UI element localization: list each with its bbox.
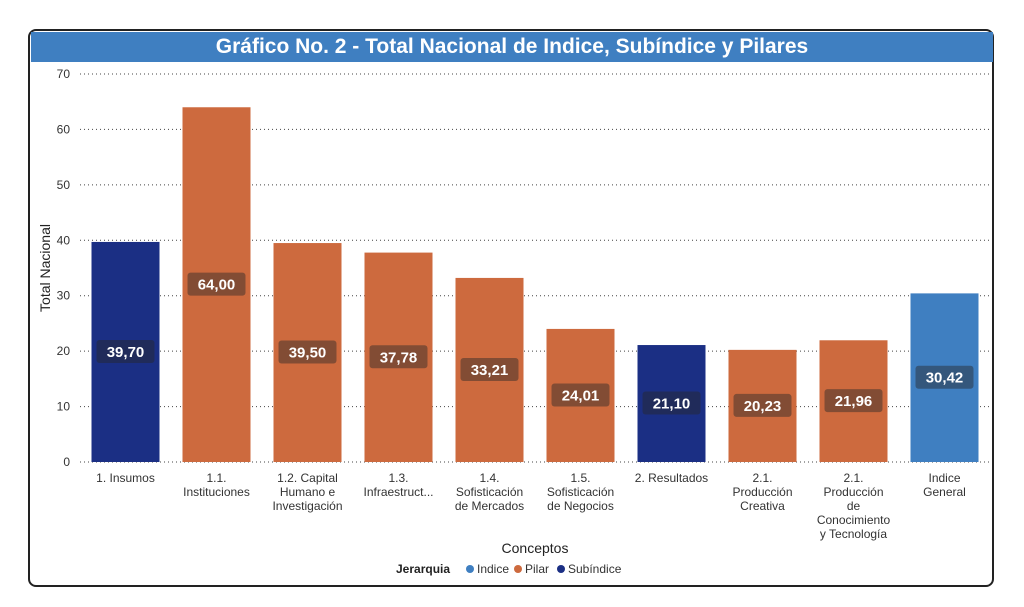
data-label-badge [733, 393, 792, 417]
x-tick-label: General [923, 485, 966, 499]
x-tick-label: 1.5. [570, 471, 590, 485]
data-label: 21,96 [835, 393, 873, 410]
y-tick-label: 20 [57, 344, 71, 358]
legend-entry: Pilar [525, 562, 549, 576]
data-label: 24,01 [562, 387, 600, 404]
data-label-badge [642, 391, 701, 415]
bar [364, 252, 433, 462]
x-axis-title: Conceptos [502, 540, 569, 556]
x-tick-label: Producción [732, 485, 792, 499]
legend-marker [557, 565, 565, 573]
x-tick-label: 1. Insumos [96, 471, 155, 485]
x-tick-label: de [847, 499, 861, 513]
bar [910, 293, 979, 462]
x-tick-label: de Mercados [455, 499, 524, 513]
chart-title: Gráfico No. 2 - Total Nacional de Indice… [31, 32, 993, 62]
data-label: 39,50 [289, 345, 327, 362]
x-tick-label: 1.1. [206, 471, 226, 485]
x-tick-label: Instituciones [183, 485, 250, 499]
data-label: 37,78 [380, 349, 418, 366]
x-tick-label: 2.1. [843, 471, 863, 485]
data-label: 30,42 [926, 370, 964, 387]
x-tick-label: Sofisticación [547, 485, 614, 499]
x-tick-label: Infraestruct... [363, 485, 433, 499]
x-tick-label: de Negocios [547, 499, 614, 513]
legend-marker [466, 565, 474, 573]
data-label-badge [551, 383, 610, 407]
legend-marker [514, 565, 522, 573]
x-tick-label: Sofisticación [456, 485, 523, 499]
data-label: 64,00 [198, 277, 236, 294]
legend-title: Jerarquia [396, 562, 450, 576]
data-label-badge [915, 365, 974, 389]
data-label: 21,10 [653, 396, 691, 413]
legend-entry: Subíndice [568, 562, 622, 576]
x-tick-label: 2.1. [752, 471, 772, 485]
bar [819, 340, 888, 462]
y-tick-label: 0 [63, 455, 70, 469]
y-tick-label: 60 [57, 122, 71, 136]
bar [728, 349, 797, 462]
y-tick-label: 50 [57, 178, 71, 192]
x-tick-label: Investigación [272, 499, 342, 513]
data-label-badge [460, 357, 519, 381]
y-tick-label: 10 [57, 400, 71, 414]
data-label: 39,70 [107, 344, 145, 361]
bar [273, 243, 342, 462]
bar [91, 241, 160, 462]
bar [455, 277, 524, 462]
y-axis-title: Total Nacional [37, 224, 53, 312]
x-tick-label: Indice [928, 471, 960, 485]
x-tick-label: Creativa [740, 499, 785, 513]
data-label-badge [824, 389, 883, 413]
x-tick-label: y Tecnología [820, 527, 887, 541]
data-label-badge [96, 339, 155, 363]
bar [546, 328, 615, 462]
x-tick-label: 1.2. Capital [277, 471, 338, 485]
y-tick-label: 70 [57, 67, 71, 81]
bar [182, 107, 251, 462]
x-tick-label: Humano e [280, 485, 336, 499]
y-tick-label: 30 [57, 289, 71, 303]
x-tick-label: Conocimiento [817, 513, 891, 527]
x-tick-label: Producción [823, 485, 883, 499]
x-tick-label: 1.3. [388, 471, 408, 485]
bar [637, 345, 706, 462]
x-tick-label: 1.4. [479, 471, 499, 485]
data-label-badge [187, 272, 246, 296]
x-tick-label: 2. Resultados [635, 471, 708, 485]
data-label: 20,23 [744, 398, 782, 415]
data-label: 33,21 [471, 362, 509, 379]
legend-entry: Indice [477, 562, 509, 576]
y-tick-label: 40 [57, 233, 71, 247]
data-label-badge [369, 345, 428, 369]
data-label-badge [278, 340, 337, 364]
